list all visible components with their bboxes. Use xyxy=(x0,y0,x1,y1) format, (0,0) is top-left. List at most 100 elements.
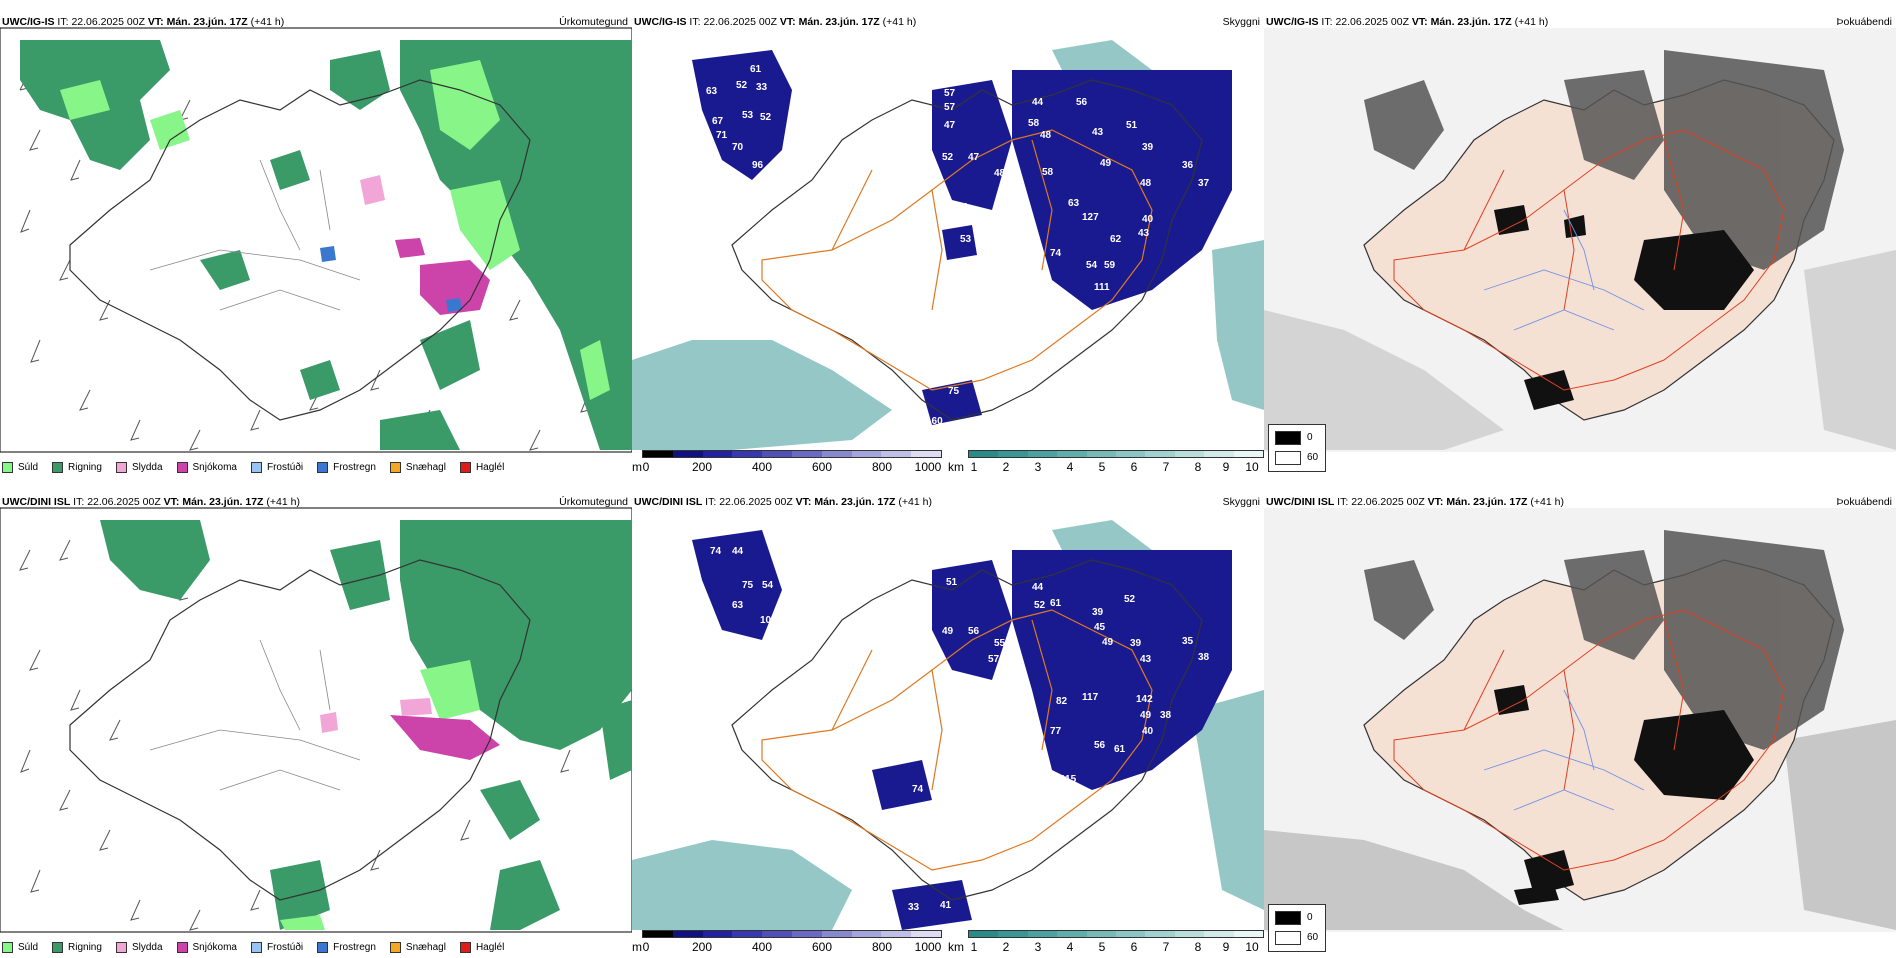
vt-label: VT: xyxy=(163,496,180,508)
legend-swatch xyxy=(459,461,471,473)
cloud-number: 58 xyxy=(1042,167,1054,178)
legend-label: Rigning xyxy=(68,461,102,473)
cloud-base-numbers: 74 44 75 54 63 104 51 49 56 55 57 44 61 … xyxy=(710,546,1210,939)
cloud-number: 53 xyxy=(742,110,754,121)
cloud-number: 96 xyxy=(752,160,764,171)
legend-item: Súld xyxy=(2,461,39,473)
legend-swatch xyxy=(2,941,13,953)
cloud-number: 74 xyxy=(992,214,1004,225)
fog-index-panel-bottom: UWC/DINI ISL IT: 22.06.2025 00Z VT: Mán.… xyxy=(1264,490,1900,958)
sea-fog xyxy=(1264,250,1896,450)
model-name: UWC/DINI ISL xyxy=(2,496,71,508)
cloud-number: 75 xyxy=(948,386,960,397)
colorbar-tick: 7 xyxy=(1162,460,1170,474)
colorbar-tick: 2 xyxy=(1002,940,1010,954)
cloud-number: 47 xyxy=(968,152,980,163)
colorbar-strip xyxy=(968,450,1264,458)
legend-label: Snæhagl xyxy=(405,941,446,953)
cloud-number: 155 xyxy=(952,420,969,431)
cloud-number: 49 xyxy=(1140,710,1152,721)
legend-label: Snjókoma xyxy=(192,941,237,953)
road-network xyxy=(761,129,1153,391)
legend-item: Frostúði xyxy=(250,941,303,953)
cloud-number: 54 xyxy=(762,580,774,591)
lead-time: (+41 h) xyxy=(266,496,300,508)
cloud-number: 63 xyxy=(706,86,718,97)
cloud-number: 41 xyxy=(940,900,952,911)
panel-title: Þokuábendi xyxy=(1836,496,1892,508)
snow-areas xyxy=(390,715,500,760)
drizzle-areas xyxy=(280,660,480,930)
colorbar-tick: 600 xyxy=(811,940,833,954)
legend-item: Snæhagl xyxy=(389,941,446,953)
init-time: 22.06.2025 00Z xyxy=(703,16,777,28)
model-name: UWC/IG-IS xyxy=(1266,16,1319,28)
cloud-number: 40 xyxy=(1142,214,1154,225)
visibility-colorbar: km 1 2 3 4 5 6 7 8 9 10 xyxy=(948,930,1264,954)
cloud-number: 47 xyxy=(944,120,956,131)
cloud-number: 70 xyxy=(748,180,760,191)
cloud-number: 57 xyxy=(988,654,1000,665)
legend-swatch xyxy=(389,941,401,953)
legend-item: Rigning xyxy=(52,461,102,473)
cloud-number: 33 xyxy=(908,902,920,913)
sea-fog xyxy=(1264,720,1896,930)
colorbar-tick: 0 xyxy=(642,460,650,474)
colorbar-unit: m xyxy=(632,460,642,474)
colorbar-tick: 800 xyxy=(871,940,893,954)
legend-item: Frostregn xyxy=(317,941,376,953)
colorbar-tick: 4 xyxy=(1066,460,1074,474)
rivers xyxy=(1483,689,1645,811)
panel-title: Skyggni xyxy=(1222,496,1260,508)
cloud-number: 56 xyxy=(968,626,980,637)
legend-item: Frostregn xyxy=(317,461,376,473)
model-name: UWC/IG-IS xyxy=(634,16,687,28)
legend-item: Rigning xyxy=(52,941,102,953)
legend-label: 60 xyxy=(1307,452,1319,463)
cloud-number: 35 xyxy=(1182,636,1194,647)
dense-fog-areas xyxy=(1494,685,1754,905)
legend-item: Slydda xyxy=(115,461,163,473)
colorbar-tick: 8 xyxy=(1194,460,1202,474)
cloud-number: 49 xyxy=(1102,637,1114,648)
init-time: 22.06.2025 00Z xyxy=(719,496,793,508)
colorbar-unit: m xyxy=(632,940,642,954)
cloud-number: 52 xyxy=(1034,600,1046,611)
cloud-number: 55 xyxy=(808,260,820,271)
cloud-number: 33 xyxy=(756,82,768,93)
colorbar-tick: 3 xyxy=(1034,460,1042,474)
precip-type-legend: Súld Rigning Slydda Snjókoma Frostúði Fr… xyxy=(2,938,518,956)
colorbar-tick: 600 xyxy=(811,460,833,474)
colorbar-tick: 10 xyxy=(1245,460,1259,474)
precip-type-map xyxy=(0,507,632,933)
cloud-number: 61 xyxy=(1114,744,1126,755)
init-time: 22.06.2025 00Z xyxy=(1351,496,1425,508)
it-label: IT: xyxy=(1337,496,1349,508)
freezing-rain-areas xyxy=(320,246,462,312)
cloud-number: 56 xyxy=(1076,97,1088,108)
cloud-number: 43 xyxy=(1138,228,1150,239)
cloud-number: 49 xyxy=(1100,158,1112,169)
legend-label: Slydda xyxy=(131,941,163,953)
legend-swatch xyxy=(52,941,64,953)
colorbar-tick: 1000 xyxy=(914,940,942,954)
cloud-number: 62 xyxy=(1110,234,1122,245)
legend-label: Haglél xyxy=(475,461,505,473)
colorbar-tick: 5 xyxy=(1098,940,1106,954)
fog-legend: 0 60 xyxy=(1268,904,1326,952)
legend-swatch xyxy=(176,461,188,473)
panel-title: Þokuábendi xyxy=(1836,16,1892,28)
cloud-number: 61 xyxy=(750,64,762,75)
cloud-visibility-map: 61 52 33 53 52 63 67 70 71 96 70 61 57 4… xyxy=(632,28,1264,452)
cloud-number: 100 xyxy=(1020,264,1037,275)
legend-label: Súld xyxy=(18,461,39,473)
cloud-number: 60 xyxy=(960,774,972,785)
colorbar-tick: 6 xyxy=(1130,940,1138,954)
valid-time: Mán. 23.jún. 17Z xyxy=(814,496,896,508)
colorbar-tick: 9 xyxy=(1222,460,1230,474)
colorbar-tick: 200 xyxy=(691,460,713,474)
cloud-number: 38 xyxy=(1198,652,1210,663)
cloud-number: 142 xyxy=(1136,694,1153,705)
rivers xyxy=(1483,209,1645,331)
iceland-outline xyxy=(731,559,1203,901)
